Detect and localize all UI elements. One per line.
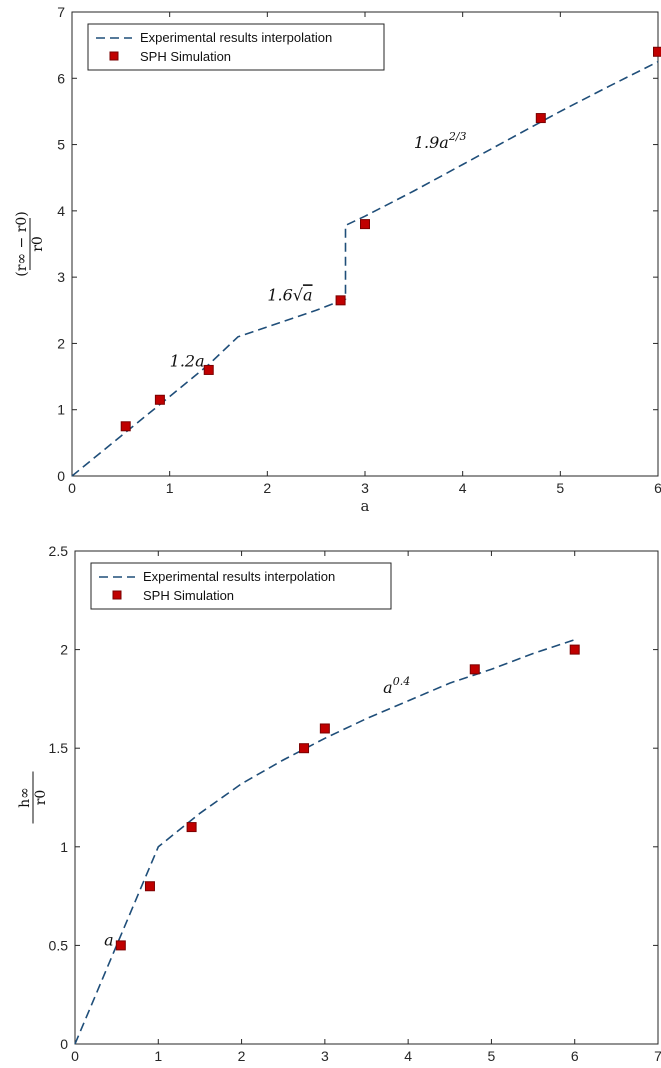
- series-line-interpolation: [74, 638, 575, 1045]
- legend-entry-sph: SPH Simulation: [143, 588, 234, 603]
- sph-point: [299, 743, 310, 754]
- x-tick-label: 7: [654, 1048, 661, 1064]
- y-tick-label: 0: [60, 1036, 68, 1052]
- annotation: 1.6√a: [267, 285, 312, 304]
- sph-point: [535, 113, 546, 124]
- sph-point: [120, 421, 131, 432]
- y-axis-label-denominator: r0: [33, 790, 49, 806]
- x-tick-label: 0: [68, 480, 76, 496]
- legend-entry-interpolation: Experimental results interpolation: [140, 30, 332, 45]
- sph-point: [186, 822, 197, 833]
- legend-marker-swatch: [112, 590, 122, 600]
- sph-point: [154, 394, 165, 405]
- y-tick-label: 5: [57, 137, 65, 153]
- x-tick-label: 3: [361, 480, 369, 496]
- series-line-interpolation: [71, 60, 659, 477]
- sph-point: [653, 46, 661, 57]
- sph-point: [203, 364, 214, 375]
- y-tick-label: 1: [60, 839, 68, 855]
- legend-entry-interpolation: Experimental results interpolation: [143, 569, 335, 584]
- y-axis-label: (r∞ − r0) r0: [14, 211, 46, 277]
- x-tick-label: 5: [556, 480, 564, 496]
- x-tick-label: 3: [321, 1048, 329, 1064]
- y-tick-label: 1: [57, 402, 65, 418]
- sph-point: [319, 723, 330, 734]
- y-axis-label-numerator: h∞: [17, 787, 33, 808]
- y-tick-label: 1.5: [49, 740, 69, 756]
- annotation: a: [104, 930, 114, 949]
- sph-point: [144, 881, 155, 892]
- legend: Experimental results interpolation SPH Si…: [87, 23, 385, 71]
- y-tick-label: 7: [57, 4, 65, 20]
- x-tick-label: 4: [404, 1048, 412, 1064]
- sph-point: [335, 295, 346, 306]
- y-tick-label: 0: [57, 468, 65, 484]
- x-tick-label: 4: [459, 480, 467, 496]
- x-tick-label: 1: [166, 480, 174, 496]
- annotation: 1.2a: [170, 352, 205, 371]
- legend: Experimental results interpolation SPH Si…: [90, 562, 392, 610]
- y-tick-label: 2: [57, 335, 65, 351]
- x-tick-label: 2: [263, 480, 271, 496]
- chart-2: 0 1 2 3 4 5 6 7 0 0.5 1 1.5 2 2.5 a h∞r0 a a0.4 Experiment…: [17, 543, 661, 1068]
- y-tick-label: 6: [57, 70, 65, 86]
- y-axis-label: h∞ r0: [17, 771, 49, 824]
- x-tick-label: 2: [238, 1048, 246, 1064]
- legend-box: [90, 562, 392, 610]
- x-tick-label: 5: [488, 1048, 496, 1064]
- sph-point: [360, 219, 370, 230]
- x-axis-label: a: [362, 1065, 371, 1068]
- y-tick-label: 0.5: [49, 937, 69, 953]
- chart-1: 0 1 2 3 4 5 6 0 1 2 3 4 5 6 7 a (r∞ − r0) r0 1.2a 1.6√a 1.9a…: [14, 4, 661, 515]
- legend-marker-swatch: [109, 51, 119, 61]
- plot-area: [71, 11, 659, 477]
- x-tick-label: 1: [154, 1048, 162, 1064]
- y-axis-label-denominator: r0: [30, 236, 46, 252]
- y-tick-label: 3: [57, 269, 65, 285]
- y-axis-label-numerator: (r∞ − r0): [14, 211, 30, 277]
- legend-entry-sph: SPH Simulation: [140, 49, 231, 64]
- plot-area: [74, 550, 659, 1045]
- y-tick-label: 2.5: [49, 543, 69, 559]
- legend-box: [87, 23, 385, 71]
- x-axis-label: a: [361, 497, 370, 515]
- y-tick-label: 2: [60, 642, 68, 658]
- annotation: 1.9a2/3: [414, 130, 467, 152]
- x-tick-label: 6: [571, 1048, 579, 1064]
- sph-point: [115, 940, 126, 951]
- sph-point: [569, 644, 580, 655]
- annotation: a0.4: [383, 675, 410, 697]
- sph-point: [469, 664, 480, 675]
- y-tick-label: 4: [57, 203, 65, 219]
- x-tick-label: 6: [654, 480, 661, 496]
- x-tick-label: 0: [71, 1048, 79, 1064]
